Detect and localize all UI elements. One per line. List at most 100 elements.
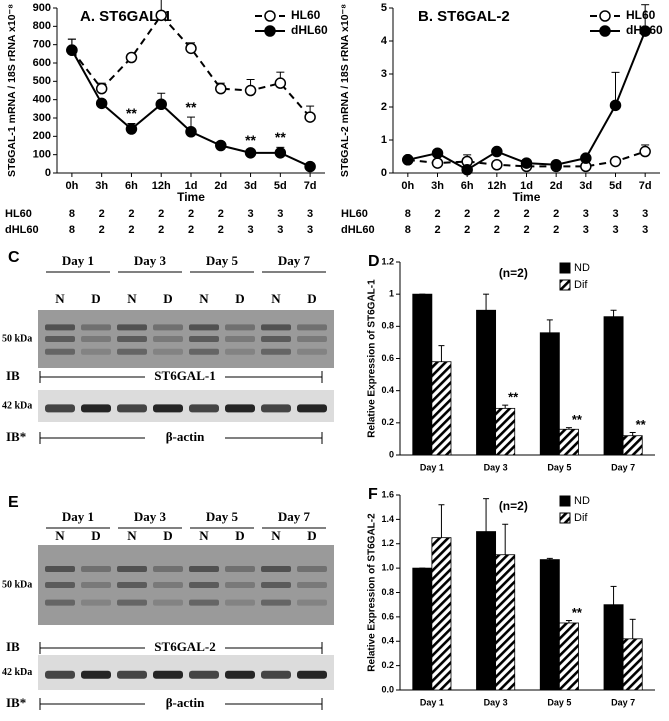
data-point	[639, 145, 651, 158]
x-tick-label: 12h	[152, 180, 171, 192]
n-value: 2	[218, 224, 224, 236]
series-line	[71, 13, 311, 118]
x-tick-label: Day 7	[611, 462, 635, 472]
antibody-bg	[145, 369, 225, 385]
y-tick-label: 0.2	[381, 660, 394, 670]
lane-label: D	[235, 528, 244, 543]
x-tick-label: 0h	[65, 180, 78, 192]
blot-band	[297, 566, 327, 572]
blot-band	[117, 582, 147, 588]
data-point	[491, 159, 503, 171]
blot-band	[153, 582, 183, 588]
bar	[495, 554, 516, 691]
n-value: 2	[464, 224, 470, 236]
blot-band	[153, 336, 183, 342]
n-value: 2	[464, 208, 470, 220]
bar	[412, 293, 433, 456]
n-value: 3	[277, 208, 283, 220]
data-point	[66, 44, 78, 56]
n-value: 2	[99, 208, 105, 220]
legend-label: ND	[574, 262, 590, 274]
blot-band	[45, 348, 75, 355]
series-line	[407, 30, 647, 171]
mw-marker: 50 kDa	[2, 579, 32, 590]
blot-band	[189, 324, 219, 331]
bar	[476, 531, 497, 691]
x-tick-label: 3d	[244, 180, 257, 192]
legend-label: Dif	[574, 279, 588, 291]
legend-label: dHL60	[626, 23, 663, 37]
blot-band	[81, 670, 111, 679]
lane-label: N	[55, 291, 65, 306]
data-point	[274, 147, 287, 159]
x-tick-label: Day 3	[484, 462, 508, 472]
n-row-label: dHL60	[5, 224, 39, 236]
legend-swatch	[559, 279, 571, 291]
y-tick-label: 0	[389, 449, 394, 459]
antibody-bg	[145, 430, 225, 446]
x-tick-label: Day 3	[484, 697, 508, 707]
blot-band	[117, 324, 147, 331]
data-point	[185, 126, 197, 138]
blot-band	[81, 348, 111, 355]
blot-band	[45, 404, 75, 413]
blot-band	[117, 599, 147, 606]
blot-band	[297, 599, 327, 606]
y-tick-label: 600	[33, 57, 51, 69]
bar	[622, 638, 643, 691]
bar	[603, 604, 624, 691]
blot-band	[117, 348, 147, 355]
x-tick-label: 5d	[274, 180, 287, 192]
y-tick-label: 0	[381, 167, 387, 179]
panel-label: F	[368, 486, 378, 503]
y-tick-label: 1.0	[381, 563, 394, 573]
mw-marker: 50 kDa	[2, 333, 32, 344]
y-tick-label: 0.4	[381, 385, 394, 395]
x-tick-label: Day 7	[611, 697, 635, 707]
data-point	[215, 82, 227, 95]
y-tick-label: 900	[33, 2, 51, 14]
blot-band	[45, 670, 75, 679]
n-row-label: dHL60	[341, 224, 375, 236]
mw-marker: 42 kDa	[2, 400, 32, 411]
legend-label: Dif	[574, 512, 588, 524]
bar	[603, 316, 624, 456]
bar	[412, 567, 433, 691]
lane-label: D	[163, 291, 172, 306]
lane-label: D	[307, 528, 316, 543]
day-label: Day 1	[62, 509, 94, 524]
bar	[431, 537, 452, 691]
lane-label: N	[127, 528, 137, 543]
y-tick-label: 1.6	[381, 489, 394, 499]
antibody-bg	[145, 696, 225, 712]
day-label: Day 1	[62, 253, 94, 268]
legend-label: ND	[574, 495, 590, 507]
n-value: 2	[158, 224, 164, 236]
lane-label: N	[127, 291, 137, 306]
bar	[495, 407, 516, 456]
data-point	[491, 145, 503, 158]
y-tick-label: 0.6	[381, 611, 394, 621]
legend-marker	[264, 10, 276, 22]
y-axis-label: Relative Expression of ST6GAL-1	[367, 279, 378, 438]
n-value: 2	[158, 208, 164, 220]
blot-band	[81, 324, 111, 331]
significance: **	[275, 129, 286, 145]
blot-band	[225, 348, 255, 355]
data-point	[215, 139, 227, 152]
data-point	[520, 157, 533, 169]
ib-label: IB*	[6, 695, 26, 710]
blot-band	[45, 566, 75, 572]
significance: **	[245, 132, 256, 148]
y-tick-label: 1.4	[381, 514, 394, 524]
x-axis-label: Time	[513, 190, 541, 204]
blot-band	[45, 582, 75, 588]
bar	[558, 428, 579, 456]
y-tick-label: 700	[33, 39, 51, 51]
lane-label: N	[199, 528, 209, 543]
blot-band	[189, 348, 219, 355]
panel-label: D	[368, 253, 380, 270]
blot-band	[225, 404, 255, 413]
y-tick-label: 0.8	[381, 587, 394, 597]
data-point	[580, 152, 592, 164]
